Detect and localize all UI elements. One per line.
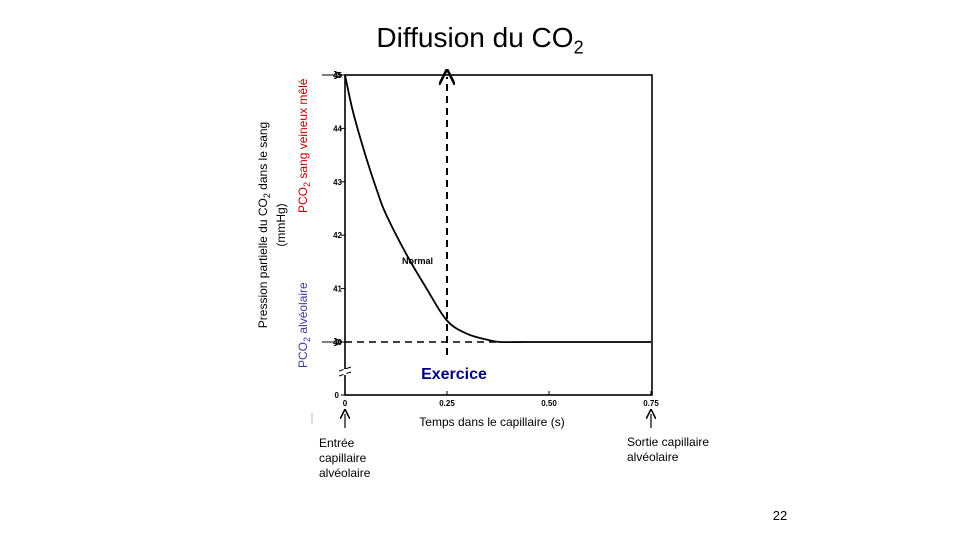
venous-label: PCO2 sang veineux mêlé (296, 78, 312, 213)
series-line-normal (344, 74, 651, 344)
y-tick-label-43: 43 (333, 178, 342, 187)
entry-note: Entrée capillaire alvéolaire (319, 436, 370, 481)
y-axis-label-line1: Pression partielle du CO2 dans le sang (256, 122, 272, 328)
alveolar-label: PCO2 alvéolaire (296, 282, 312, 368)
plot-frame (344, 74, 653, 396)
y-tick-label-41: 41 (333, 285, 342, 294)
x-tick-label-0.50: 0.50 (541, 399, 557, 408)
entry-note-line-1: Entrée (319, 436, 355, 450)
x-axis-label: Temps dans le capillaire (s) (419, 415, 564, 429)
y-tick-label-44: 44 (333, 124, 342, 133)
slide-title: Diffusion du CO2 (0, 22, 960, 59)
exercise-label: Exercice (421, 366, 487, 383)
entry-note-line-2: capillaire (319, 451, 367, 465)
x-tick-label-0: 0 (343, 399, 348, 408)
alveolar-label-group: PCO2 alvéolaire (296, 282, 312, 368)
exit-note-line-2: alvéolaire (627, 450, 679, 464)
exit-note: Sortie capillaire alvéolaire (627, 435, 709, 465)
y-axis-label-line2: (mmHg) (274, 203, 288, 246)
axis-break-gap (343, 369, 347, 375)
x-tick-label-0.75: 0.75 (643, 399, 659, 408)
slide-number: 22 (772, 508, 788, 523)
x-tick-group: 0 0.25 0.50 0.75 (343, 391, 659, 408)
y-tick-label-0: 0 (335, 391, 340, 400)
venous-label-group: PCO2 sang veineux mêlé (296, 78, 312, 213)
exit-note-line-1: Sortie capillaire (627, 435, 710, 449)
y-tick-label-42: 42 (333, 231, 342, 240)
entry-note-line-3: alvéolaire (319, 466, 371, 480)
x-tick-label-0.25: 0.25 (439, 399, 455, 408)
series-label-normal: Normal (402, 256, 433, 266)
y-axis-label-group: Pression partielle du CO2 dans le sang (… (256, 122, 288, 328)
title-text: Diffusion du CO (376, 22, 574, 53)
title-subscript: 2 (573, 37, 584, 58)
